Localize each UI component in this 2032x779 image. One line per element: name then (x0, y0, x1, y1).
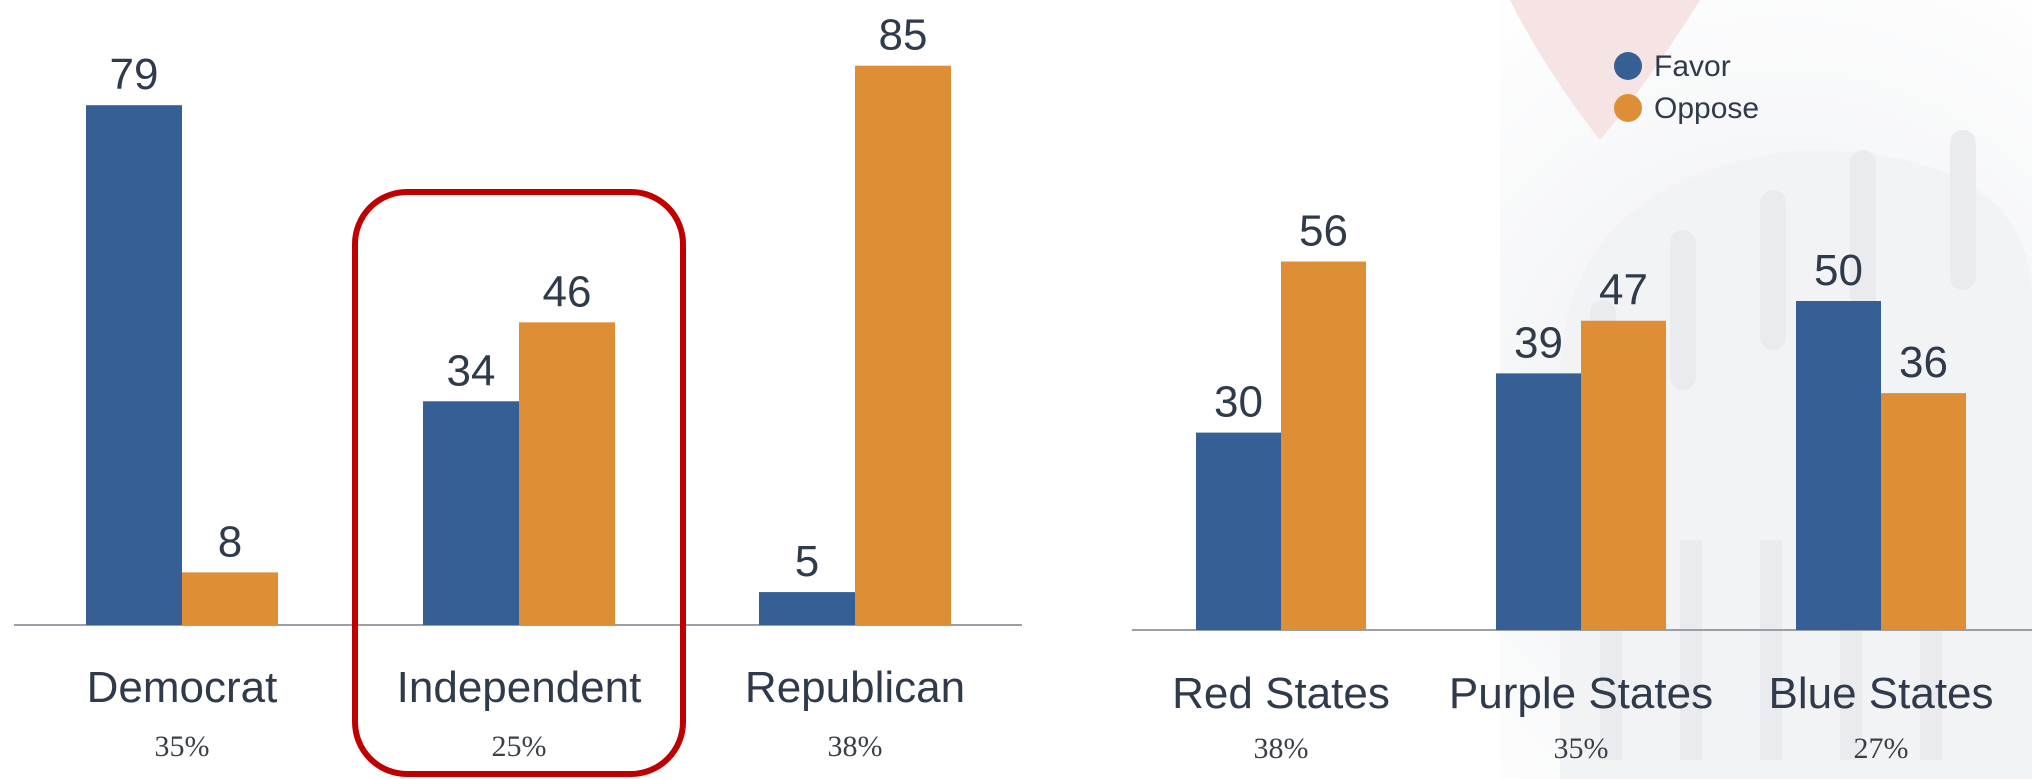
data-label-favor-red-states: 30 (1214, 378, 1263, 427)
category-share-blue-states: 27% (1854, 732, 1909, 765)
category-label-republican: Republican (745, 663, 965, 712)
data-label-favor-republican: 5 (795, 537, 819, 586)
data-label-oppose-blue-states: 36 (1899, 338, 1948, 387)
category-share-democrat: 35% (155, 730, 210, 763)
category-share-independent: 25% (492, 730, 547, 763)
bar-favor-blue-states (1796, 301, 1881, 630)
legend-marker-favor (1614, 52, 1642, 80)
data-label-favor-purple-states: 39 (1514, 318, 1563, 367)
data-label-oppose-red-states: 56 (1299, 207, 1348, 256)
legend-marker-oppose (1614, 94, 1642, 122)
category-label-purple-states: Purple States (1449, 669, 1713, 718)
bar-favor-purple-states (1496, 373, 1581, 630)
category-label-red-states: Red States (1172, 669, 1390, 718)
category-share-republican: 38% (828, 730, 883, 763)
category-label-democrat: Democrat (87, 663, 278, 712)
state-chart: 30 56 Red States 38% 39 47 Purple States 35% 50 3… (1132, 50, 2032, 765)
data-label-favor-blue-states: 50 (1814, 246, 1863, 295)
highlight-box-independent (352, 189, 686, 777)
bar-favor-independent (423, 401, 519, 625)
data-label-oppose-purple-states: 47 (1599, 266, 1648, 315)
data-label-oppose-republican: 85 (879, 11, 928, 60)
data-label-favor-independent: 34 (447, 346, 496, 395)
category-share-red-states: 38% (1254, 732, 1309, 765)
bar-oppose-republican (855, 65, 951, 625)
bar-oppose-democrat (182, 572, 278, 625)
legend-label-oppose: Oppose (1654, 92, 1759, 125)
data-label-favor-democrat: 79 (110, 50, 159, 99)
bar-favor-republican (759, 592, 855, 625)
bar-oppose-blue-states (1881, 393, 1966, 630)
bar-oppose-independent (519, 322, 615, 625)
category-share-purple-states: 35% (1554, 732, 1609, 765)
category-label-blue-states: Blue States (1768, 669, 1993, 718)
legend-label-favor: Favor (1654, 50, 1731, 83)
bar-favor-red-states (1196, 432, 1281, 630)
data-label-oppose-democrat: 8 (218, 517, 242, 566)
party-chart: 79 8 Democrat 35% 34 46 Independent 25% 5 85 Repub… (14, 11, 1022, 777)
data-label-oppose-independent: 46 (543, 267, 592, 316)
bar-favor-democrat (86, 105, 182, 626)
category-label-independent: Independent (397, 663, 642, 712)
bar-oppose-red-states (1281, 261, 1366, 630)
bar-oppose-purple-states (1581, 320, 1666, 630)
